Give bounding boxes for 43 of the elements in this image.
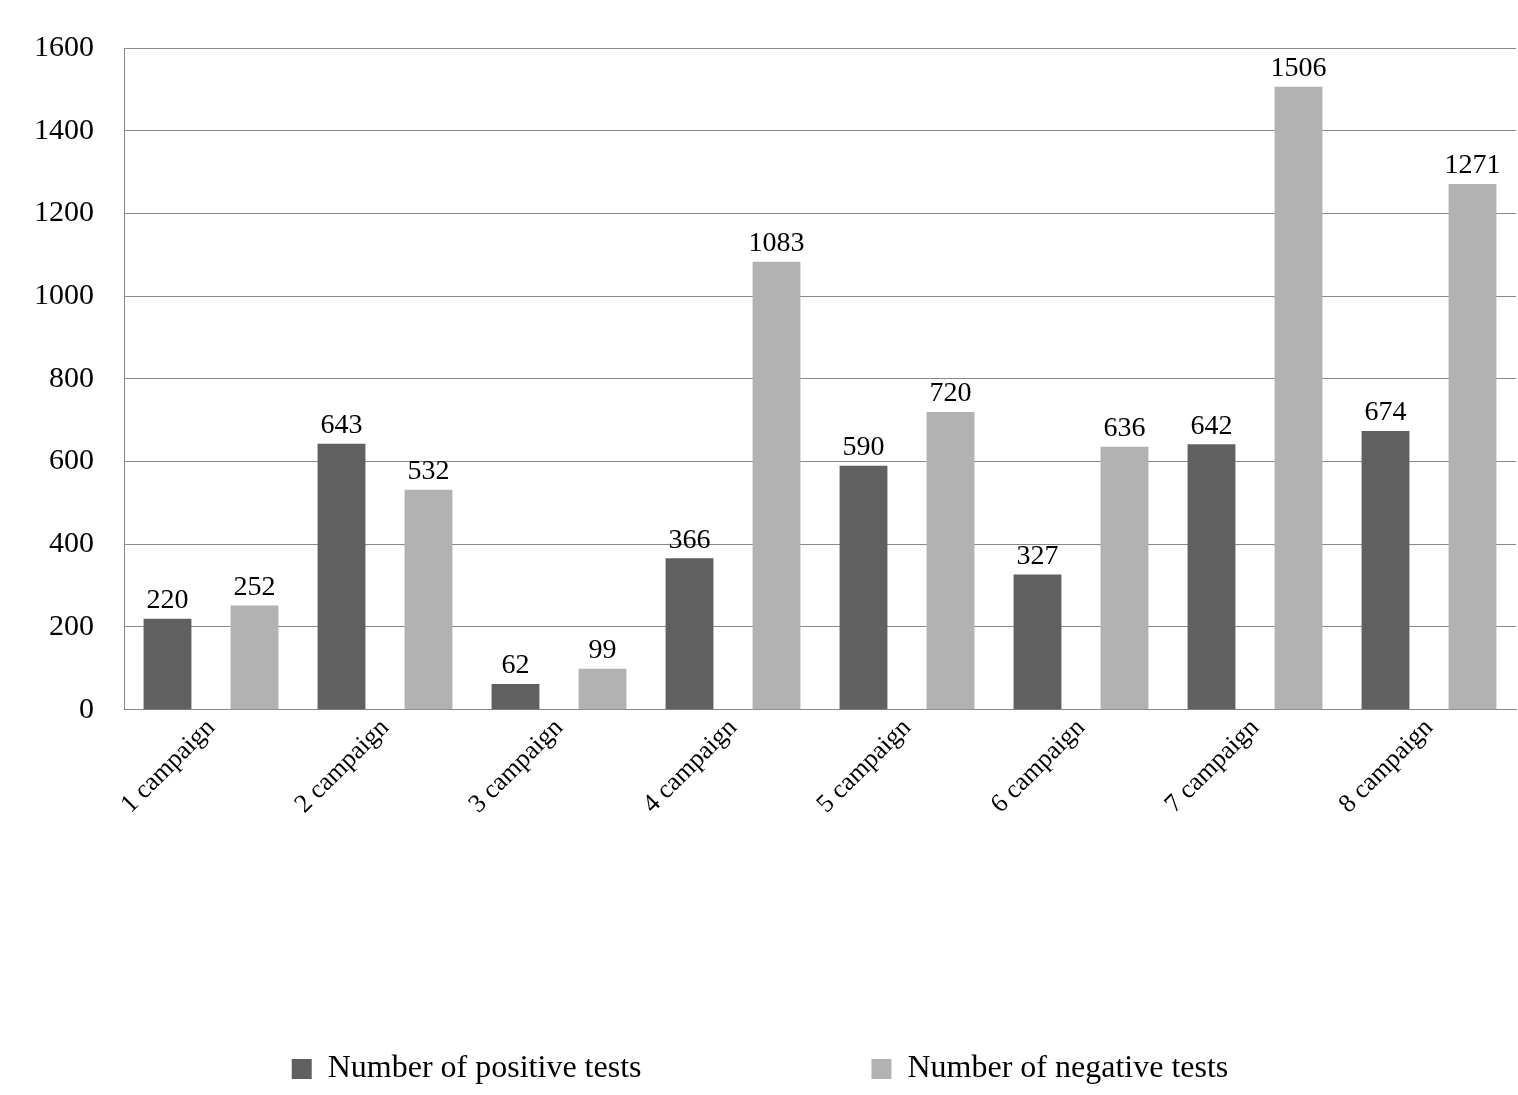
bar [1013, 574, 1062, 710]
data-label: 590 [842, 430, 885, 462]
data-label: 99 [588, 633, 617, 665]
bar [1100, 446, 1149, 710]
bar [1187, 444, 1236, 710]
y-tick-label: 200 [49, 607, 94, 641]
y-tick-label: 1200 [34, 194, 94, 228]
data-label: 1271 [1444, 148, 1501, 180]
data-label: 62 [501, 648, 530, 680]
data-label: 366 [668, 522, 711, 554]
y-tick-label: 400 [49, 525, 94, 559]
bar [578, 668, 627, 710]
bar [317, 443, 366, 710]
y-tick-label: 1600 [34, 28, 94, 62]
bar [1274, 86, 1323, 710]
data-label: 636 [1103, 411, 1146, 443]
bar [1448, 184, 1497, 710]
bar [926, 411, 975, 710]
legend-label: Number of positive tests [327, 1048, 642, 1085]
data-label: 220 [146, 583, 189, 615]
y-tick-label: 800 [49, 359, 94, 393]
y-tick-label: 1000 [34, 277, 94, 311]
data-label: 642 [1190, 408, 1233, 440]
bar [143, 618, 192, 710]
bar [665, 558, 714, 710]
y-tick-label: 1400 [34, 111, 94, 145]
bar [1361, 430, 1410, 710]
legend-label: Number of negative tests [907, 1048, 1229, 1085]
data-label: 674 [1364, 395, 1407, 427]
data-label: 327 [1016, 538, 1059, 570]
data-label: 1506 [1270, 51, 1327, 83]
bar [491, 684, 540, 710]
data-label: 252 [233, 569, 276, 601]
bar [752, 261, 801, 710]
data-label: 532 [407, 454, 450, 486]
data-label: 643 [320, 408, 363, 440]
bar [230, 605, 279, 710]
data-label: 1083 [748, 226, 805, 258]
data-label: 720 [929, 376, 972, 408]
y-tick-label: 0 [79, 690, 94, 724]
bar [839, 465, 888, 710]
bar [404, 489, 453, 710]
y-tick-label: 600 [49, 442, 94, 476]
